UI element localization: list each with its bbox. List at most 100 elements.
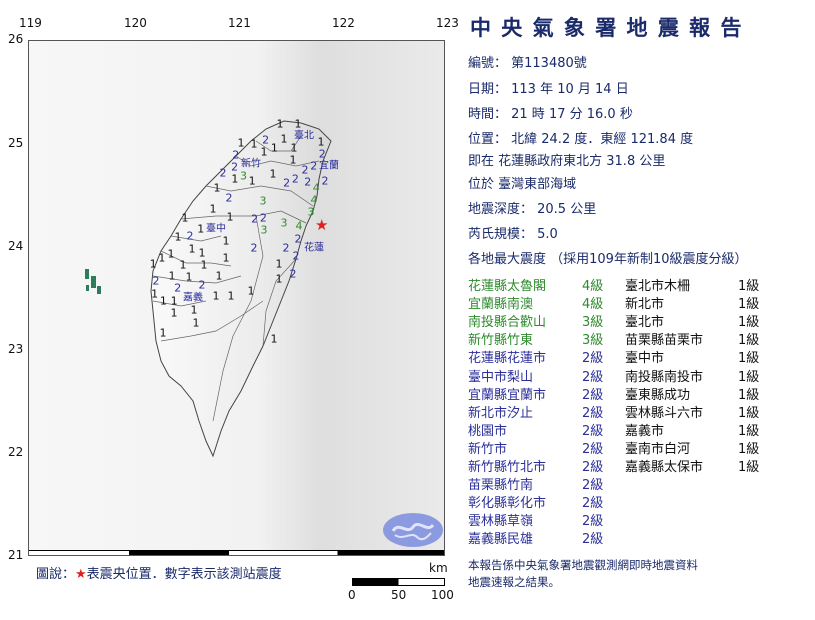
- intensity-place: 花蓮縣花蓮市: [468, 351, 547, 367]
- station-intensity: 3: [280, 216, 288, 230]
- intensity-place: 彰化縣彰化市: [468, 496, 547, 512]
- station-intensity: 1: [276, 117, 284, 131]
- intensity-level: 1級: [738, 423, 760, 439]
- station-intensity: 1: [231, 172, 239, 186]
- lon-tick-label: 121: [228, 16, 251, 30]
- station-intensity: 2: [186, 229, 194, 243]
- intensity-level: 1級: [738, 351, 760, 367]
- lon-tick-label: 119: [19, 16, 42, 30]
- intensity-level: 1級: [738, 460, 760, 475]
- station-intensity: 1: [226, 210, 234, 224]
- intensity-level: 2級: [582, 532, 604, 548]
- intensity-place: 嘉義市: [625, 423, 665, 439]
- intensity-level: 2級: [582, 460, 604, 475]
- intensity-place: 苗栗縣竹南: [468, 478, 534, 494]
- intensity-level: 3級: [582, 315, 604, 331]
- city-label: 嘉義: [183, 292, 203, 304]
- station-intensity: 1: [170, 294, 178, 308]
- scale-label-100: 100: [431, 588, 454, 602]
- station-intensity: 1: [149, 257, 157, 271]
- intensity-level: 1級: [738, 369, 760, 385]
- station-intensity: 3: [259, 194, 267, 208]
- lat-tick-label: 22: [8, 445, 24, 459]
- intensity-place: 新竹縣竹北市: [468, 460, 547, 475]
- report-time: 時間： 21 時 17 分 16.0 秒: [468, 107, 633, 122]
- intensity-place: 新北市: [625, 297, 665, 313]
- station-intensity: 2: [321, 174, 329, 188]
- lon-tick-label: 120: [124, 16, 147, 30]
- station-intensity: 1: [215, 269, 223, 283]
- scale-unit: km: [429, 561, 448, 575]
- cwa-logo-icon: [383, 513, 443, 547]
- station-intensity: 2: [259, 211, 267, 225]
- station-intensity: 1: [317, 135, 325, 149]
- intensity-level: 2級: [582, 496, 604, 512]
- station-intensity: 1: [213, 181, 221, 195]
- station-intensity: 2: [283, 176, 291, 190]
- lat-tick-label: 25: [8, 136, 24, 150]
- intensity-place: 桃園市: [468, 423, 508, 439]
- intensity-place: 新北市汐止: [468, 405, 534, 421]
- lat-tick-label: 24: [8, 239, 24, 253]
- station-intensity: 1: [168, 269, 176, 283]
- station-intensity: 1: [248, 174, 256, 188]
- station-intensity: 1: [192, 316, 200, 330]
- station-intensity: 1: [260, 145, 268, 159]
- intensity-place: 新竹縣竹東: [468, 333, 534, 349]
- station-intensity: 1: [280, 132, 288, 146]
- scale-label-0: 0: [348, 588, 356, 602]
- report-number: 編號： 第113480號: [468, 56, 587, 71]
- intensity-level: 2級: [582, 423, 604, 439]
- station-intensity: 2: [304, 175, 312, 189]
- station-intensity: 1: [167, 247, 175, 261]
- station-intensity: 4: [295, 219, 303, 233]
- report-position: 位置： 北緯 24.2 度．東經 121.84 度: [468, 132, 694, 147]
- station-intensity: 2: [231, 160, 239, 174]
- station-intensity: 4: [310, 193, 318, 207]
- station-intensity: 2: [250, 241, 258, 255]
- intensity-place: 南投縣合歡山: [468, 315, 547, 331]
- county-borders: [152, 135, 320, 422]
- station-intensity: 1: [289, 153, 297, 167]
- station-intensity: 1: [275, 257, 283, 271]
- station-intensity: 2: [301, 163, 309, 177]
- intensity-level: 1級: [738, 441, 760, 457]
- epicenter-star-icon: ★: [315, 216, 329, 234]
- report-magnitude: 芮氏規模： 5.0: [468, 227, 558, 242]
- intensity-place: 嘉義縣民雄: [468, 532, 534, 548]
- station-intensity: 2: [198, 278, 206, 292]
- report-relative-location: 即在 花蓮縣政府東北方 31.8 公里: [468, 154, 666, 169]
- station-intensity: 1: [174, 230, 182, 244]
- station-intensity: 2: [251, 212, 259, 226]
- legend-star-icon: ★: [75, 567, 87, 582]
- intensity-level: 2級: [582, 514, 604, 530]
- station-intensity: 2: [225, 191, 233, 205]
- intensity-place: 新竹市: [468, 441, 508, 457]
- station-intensity: 1: [151, 287, 159, 301]
- station-intensity: 1: [212, 289, 220, 303]
- intensity-level: 1級: [738, 297, 760, 313]
- station-intensity: 3: [307, 205, 315, 219]
- intensity-place: 臺北市: [625, 315, 665, 331]
- intensity-place: 苗栗縣苗栗市: [625, 333, 704, 349]
- station-intensity: 2: [310, 159, 318, 173]
- intensity-level: 1級: [738, 387, 760, 403]
- station-intensity: 2: [232, 148, 240, 162]
- station-intensity: 2: [174, 281, 182, 295]
- intensity-level: 3級: [582, 333, 604, 349]
- penghu-islands: [85, 269, 101, 294]
- intensity-level: 1級: [738, 405, 760, 421]
- city-label: 宜蘭: [319, 160, 339, 172]
- intensity-level: 1級: [738, 333, 760, 349]
- station-intensity: 1: [181, 211, 189, 225]
- station-intensity: 2: [318, 147, 326, 161]
- intensity-level: 1級: [738, 279, 760, 294]
- station-intensity: 4: [312, 181, 320, 195]
- map-legend: 圖說：★表震央位置．數字表示該測站震度: [36, 563, 282, 582]
- station-intensity: 1: [209, 202, 217, 216]
- taiwan-outline: [150, 120, 332, 458]
- intensity-place: 南投縣南投市: [625, 369, 704, 385]
- intensity-place: 臺南市白河: [625, 441, 691, 457]
- station-intensity: 1: [275, 272, 283, 286]
